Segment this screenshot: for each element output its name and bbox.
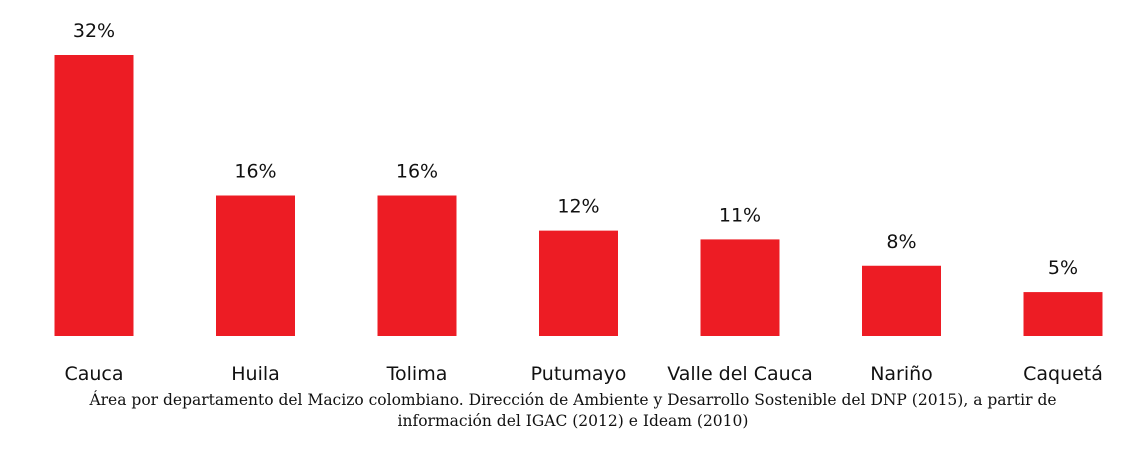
bar bbox=[539, 230, 618, 336]
value-label: 16% bbox=[234, 161, 276, 183]
bar bbox=[377, 195, 457, 336]
x-tick-label: Putumayo bbox=[531, 363, 627, 385]
bar bbox=[54, 55, 134, 336]
value-label: 12% bbox=[557, 196, 599, 218]
x-tick-label: Tolima bbox=[386, 363, 448, 385]
x-tick-label: Cauca bbox=[64, 363, 123, 385]
x-tick-label: Huila bbox=[231, 363, 280, 385]
caption: información del IGAC (2012) e Ideam (201… bbox=[398, 412, 749, 430]
x-tick-label: Nariño bbox=[870, 363, 933, 385]
bar bbox=[216, 195, 295, 336]
value-label: 8% bbox=[886, 231, 916, 253]
value-label: 16% bbox=[396, 161, 438, 183]
value-label: 32% bbox=[73, 20, 115, 42]
bar bbox=[862, 265, 941, 336]
bar bbox=[1023, 292, 1103, 336]
value-label: 11% bbox=[719, 204, 761, 226]
x-tick-label: Caquetá bbox=[1023, 363, 1103, 385]
x-tick-label: Valle del Cauca bbox=[667, 363, 813, 385]
caption: Área por departamento del Macizo colombi… bbox=[88, 391, 1056, 409]
bar bbox=[700, 239, 780, 336]
value-label: 5% bbox=[1048, 257, 1078, 279]
